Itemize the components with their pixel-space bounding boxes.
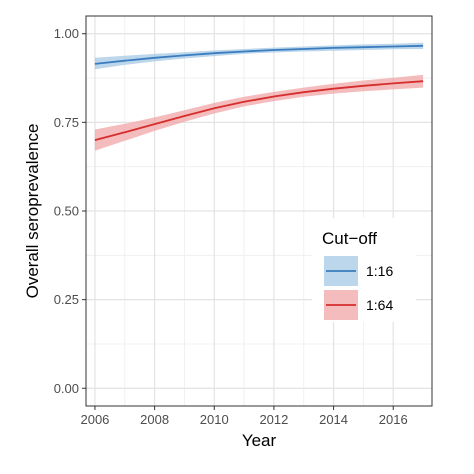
x-tick-label: 2012 [259,412,288,427]
confidence-bands [94,42,424,151]
legend-label-2: 1:64 [366,297,393,313]
series-line-2 [94,80,424,141]
x-axis-title: Year [242,431,277,450]
grid-major [86,16,432,406]
x-tick-label: 2006 [80,412,109,427]
legend: Cut−off 1:16 1:64 [312,218,416,322]
x-tick-label: 2010 [200,412,229,427]
legend-title: Cut−off [322,229,377,248]
y-axis-ticks: 0.00 0.25 0.50 0.75 1.00 [54,26,86,396]
confidence-band-series-2 [94,74,424,151]
y-tick-label: 1.00 [54,26,79,41]
confidence-band-series-1 [94,42,424,70]
y-tick-label: 0.50 [54,204,79,219]
series-line-1 [94,44,424,65]
x-tick-label: 2008 [140,412,169,427]
legend-label-1: 1:16 [366,263,393,279]
y-tick-label: 0.25 [54,292,79,307]
y-axis-title: Overall seroprevalence [23,124,42,299]
x-axis-ticks: 2006 2008 2010 2012 2014 2016 [80,406,408,427]
x-tick-label: 2014 [319,412,348,427]
series-lines [94,44,424,141]
y-tick-label: 0.00 [54,381,79,396]
x-tick-label: 2016 [379,412,408,427]
y-tick-label: 0.75 [54,115,79,130]
